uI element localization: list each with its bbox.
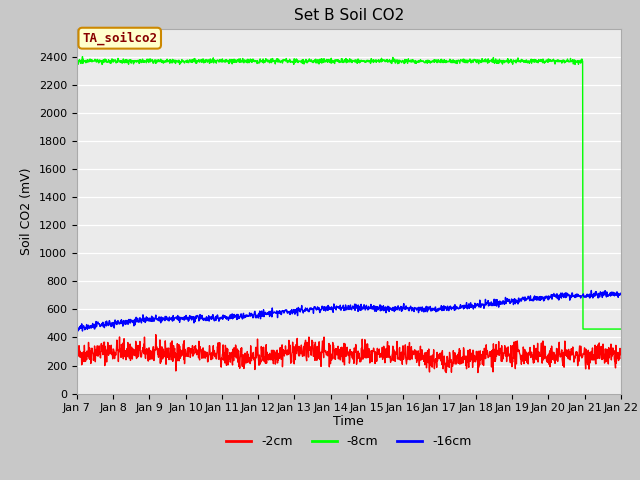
-2cm [505, 351, 513, 357]
-2cm [195, 347, 202, 353]
X-axis label: Time: Time [333, 415, 364, 428]
-2cm [442, 370, 450, 375]
-2cm [617, 350, 625, 356]
Text: TA_soilco2: TA_soilco2 [82, 32, 157, 45]
-16cm [181, 317, 189, 323]
-16cm [588, 288, 595, 293]
Line: -16cm: -16cm [77, 290, 621, 331]
-16cm [434, 306, 442, 312]
-16cm [505, 299, 513, 304]
-8cm [73, 60, 81, 66]
-8cm [617, 326, 625, 332]
-16cm [553, 291, 561, 297]
-16cm [79, 328, 86, 334]
Legend: -2cm, -8cm, -16cm: -2cm, -8cm, -16cm [221, 430, 476, 453]
-8cm [434, 59, 442, 65]
-8cm [181, 59, 189, 64]
-2cm [434, 358, 442, 364]
-16cm [73, 325, 81, 331]
Line: -2cm: -2cm [77, 335, 621, 372]
-8cm [255, 60, 263, 66]
Line: -8cm: -8cm [77, 57, 621, 329]
-2cm [73, 349, 81, 355]
Y-axis label: Soil CO2 (mV): Soil CO2 (mV) [20, 168, 33, 255]
-16cm [195, 314, 202, 320]
-2cm [255, 362, 263, 368]
-2cm [553, 347, 561, 352]
-8cm [505, 60, 513, 66]
-8cm [553, 58, 561, 64]
-2cm [152, 332, 159, 337]
-8cm [579, 326, 587, 332]
Title: Set B Soil CO2: Set B Soil CO2 [294, 9, 404, 24]
-8cm [195, 58, 202, 63]
-8cm [79, 54, 86, 60]
-2cm [181, 351, 189, 357]
-16cm [617, 291, 625, 297]
-16cm [255, 313, 263, 319]
